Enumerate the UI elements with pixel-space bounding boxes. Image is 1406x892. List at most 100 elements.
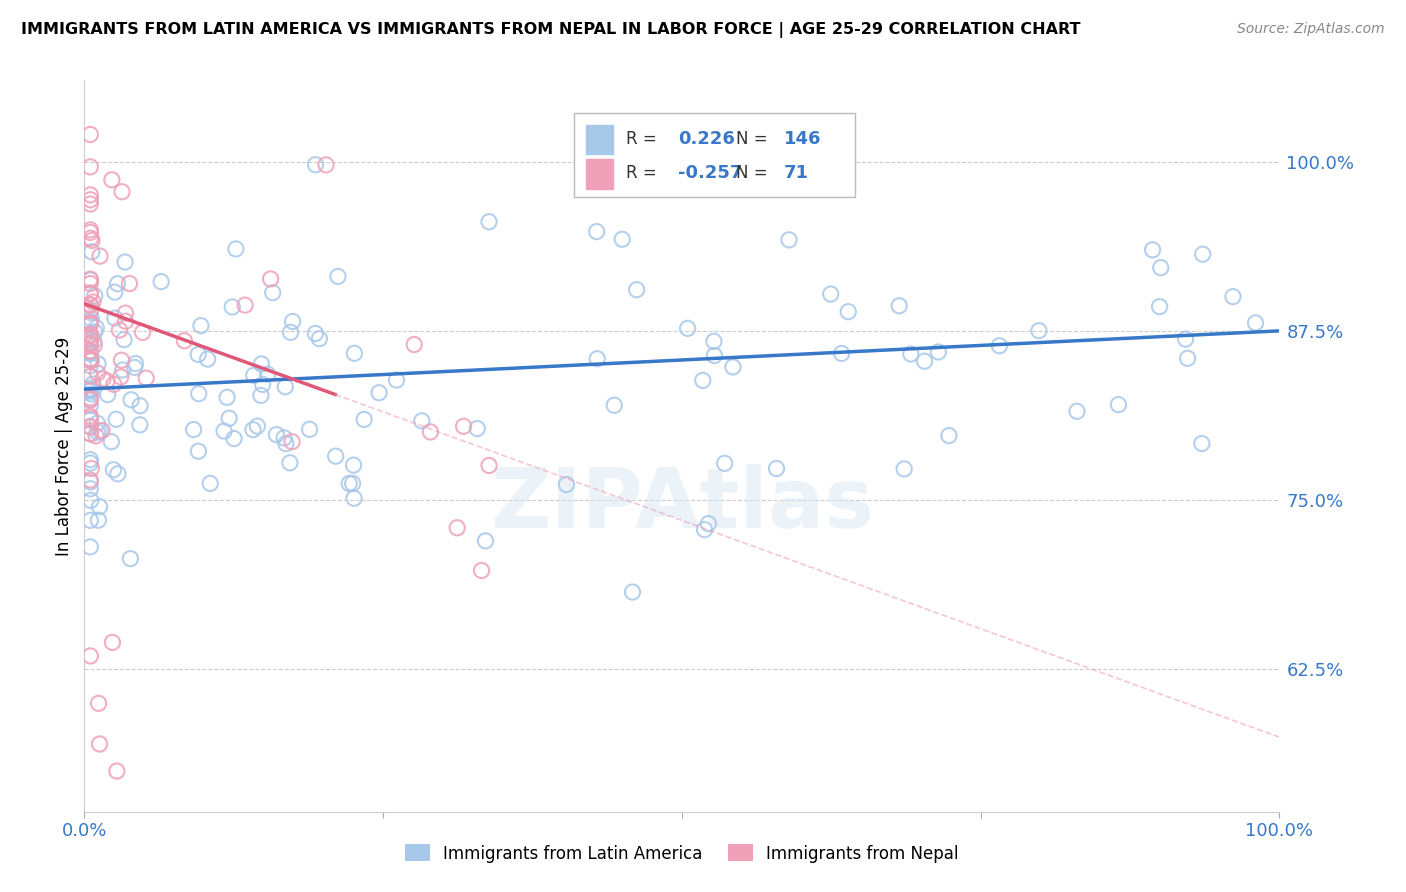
Point <box>89 500 111 514</box>
Point <box>465 421 488 435</box>
Point <box>79 160 101 174</box>
Point <box>79 353 101 368</box>
Point <box>82 295 104 310</box>
Point <box>79 197 101 211</box>
Point <box>246 419 269 434</box>
Point <box>79 193 101 207</box>
Point <box>304 158 326 172</box>
Point <box>280 326 302 340</box>
Point <box>110 370 132 384</box>
Point <box>342 476 364 491</box>
Point <box>938 428 960 442</box>
Point <box>79 399 101 413</box>
Point <box>626 283 648 297</box>
Point <box>187 444 209 458</box>
Point <box>79 272 101 286</box>
Point <box>713 456 735 470</box>
Point <box>79 327 101 342</box>
Point <box>555 477 578 491</box>
Point <box>79 298 101 312</box>
Point <box>342 458 364 472</box>
Point <box>86 417 108 431</box>
Point <box>107 467 129 481</box>
Point <box>114 314 136 328</box>
Point <box>129 399 152 413</box>
Point <box>80 387 103 401</box>
Point <box>187 347 209 361</box>
Point <box>124 360 146 375</box>
Point <box>79 277 101 291</box>
Point <box>79 381 101 395</box>
Point <box>84 321 107 335</box>
Point <box>200 476 222 491</box>
Point <box>79 369 101 384</box>
Point <box>79 409 101 423</box>
Point <box>250 357 273 371</box>
Point <box>120 551 142 566</box>
Point <box>259 272 281 286</box>
Point <box>97 387 120 401</box>
Point <box>80 312 103 326</box>
Point <box>79 482 101 496</box>
Point <box>105 412 128 426</box>
Point <box>114 306 136 320</box>
Point <box>343 491 366 506</box>
Point <box>900 347 922 361</box>
Point <box>988 339 1011 353</box>
Point <box>79 305 101 319</box>
Text: 71: 71 <box>783 164 808 182</box>
Point <box>79 335 101 350</box>
Point <box>281 314 304 328</box>
Point <box>250 388 273 402</box>
Point <box>893 462 915 476</box>
Text: R =: R = <box>626 164 657 182</box>
Point <box>692 373 714 387</box>
FancyBboxPatch shape <box>575 113 855 197</box>
Point <box>411 414 433 428</box>
Point <box>1028 324 1050 338</box>
Point <box>914 354 936 368</box>
Point <box>190 318 212 333</box>
Point <box>105 764 128 778</box>
Point <box>837 304 859 318</box>
Point <box>79 231 101 245</box>
Point <box>79 456 101 470</box>
Point <box>114 255 136 269</box>
Point <box>110 353 132 368</box>
Point <box>1222 290 1244 304</box>
Point <box>100 434 122 449</box>
Point <box>83 289 105 303</box>
Point <box>79 318 101 332</box>
Point <box>79 298 101 312</box>
Point <box>107 277 129 291</box>
Point <box>79 334 101 349</box>
Point <box>79 426 101 441</box>
Point <box>586 351 609 366</box>
Point <box>1244 316 1267 330</box>
Point <box>86 425 108 440</box>
Text: -0.257: -0.257 <box>678 164 742 182</box>
Point <box>79 226 101 240</box>
Point <box>79 392 101 407</box>
Point <box>79 352 101 367</box>
Point <box>83 334 105 348</box>
Point <box>478 458 501 473</box>
Point <box>281 434 304 449</box>
Point <box>79 346 101 360</box>
Point <box>585 225 607 239</box>
Point <box>79 493 101 508</box>
Point <box>308 332 330 346</box>
Point <box>446 521 468 535</box>
Point <box>79 336 101 351</box>
Point <box>120 392 142 407</box>
Point <box>218 411 240 425</box>
Point <box>262 285 284 300</box>
Point <box>86 366 108 380</box>
Point <box>79 273 101 287</box>
Text: R =: R = <box>626 130 657 148</box>
Point <box>187 386 209 401</box>
Point <box>927 345 949 359</box>
Text: N =: N = <box>735 164 768 182</box>
Point <box>112 333 135 347</box>
Point <box>831 346 853 360</box>
